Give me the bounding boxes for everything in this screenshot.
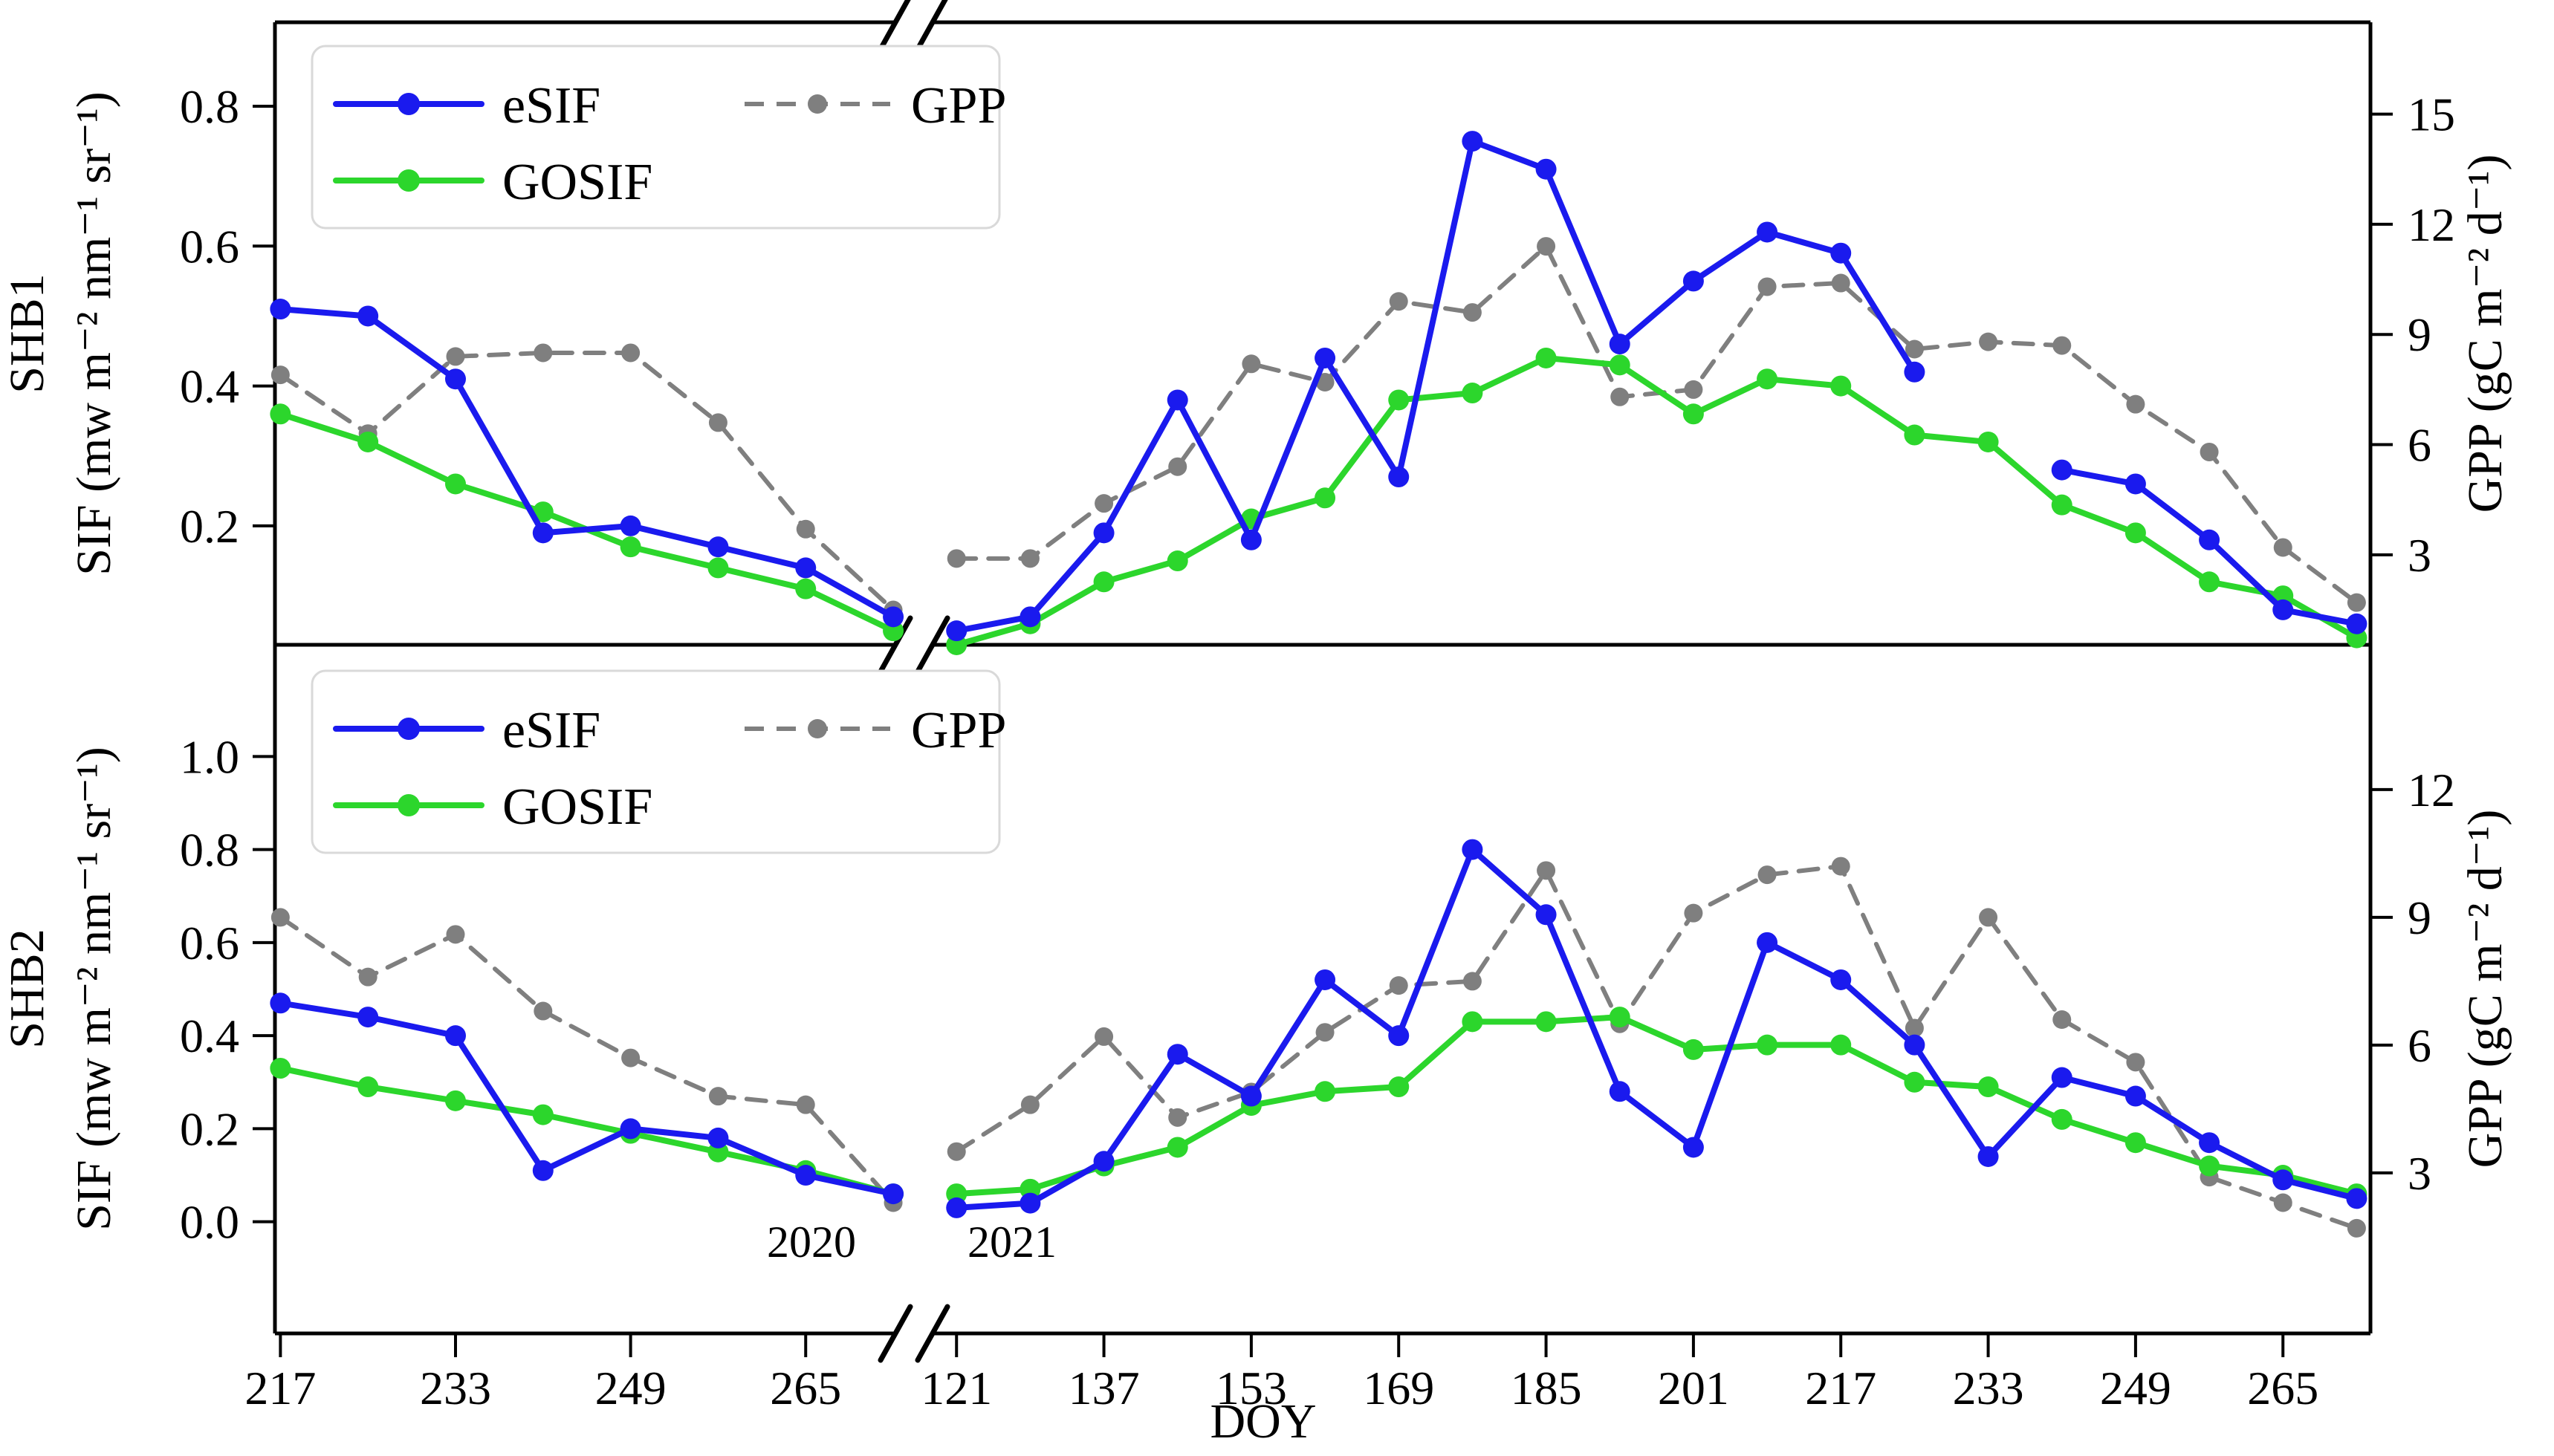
legend-label-esif-shb1: eSIF [502, 77, 600, 134]
tick-label: 3 [2408, 529, 2431, 582]
legend-label-gpp-shb2: GPP [911, 702, 1006, 759]
tick-label: 15 [2408, 88, 2455, 141]
gpp-line-shb2-2021 [947, 857, 2366, 1238]
year-label-2020: 2020 [767, 1218, 856, 1267]
y-ticks-shb1: 0.2 0.4 0.6 0.8 3 6 9 12 15 [180, 80, 2455, 582]
tick-label: 3 [2408, 1147, 2431, 1200]
legend-label-esif-shb2: eSIF [502, 702, 600, 759]
tick-label: 0.8 [180, 824, 239, 877]
tick-label: 201 [1658, 1362, 1729, 1414]
right-axis-title-shb2: GPP (gC m⁻² d⁻¹) [2458, 810, 2512, 1169]
panel-label-shb1: SHB1 [0, 273, 54, 393]
tick-label: 0.6 [180, 220, 239, 273]
panel-label-shb2: SHB2 [0, 929, 54, 1048]
x-ticks: 217 233 249 265 121 137 153 169 185 201 217 233 249 2… [244, 1333, 2318, 1414]
tick-label: 233 [1953, 1362, 2024, 1414]
axis-break-marks [878, 0, 950, 1363]
tick-label: 217 [1805, 1362, 1876, 1414]
x-axis-title: DOY [1210, 1394, 1317, 1449]
tick-label: 137 [1069, 1362, 1140, 1414]
esif-line-shb2-2021 [946, 839, 2367, 1218]
tick-label: 265 [2247, 1362, 2318, 1414]
legend-label-gpp-shb1: GPP [911, 77, 1006, 134]
tick-label: 1.0 [180, 730, 239, 783]
tick-label: 217 [244, 1362, 316, 1414]
tick-label: 121 [921, 1362, 992, 1414]
tick-label: 9 [2408, 891, 2431, 944]
tick-label: 0.2 [180, 1102, 239, 1155]
tick-label: 0.6 [180, 917, 239, 969]
tick-label: 12 [2408, 198, 2455, 251]
esif-line-shb2-2020 [270, 992, 904, 1205]
tick-label: 0.8 [180, 80, 239, 133]
tick-label: 233 [420, 1362, 491, 1414]
left-axis-title-shb2: SIF (mw m⁻² nm⁻¹ sr⁻¹) [67, 747, 121, 1231]
tick-label: 9 [2408, 308, 2431, 361]
tick-label: 6 [2408, 1019, 2431, 1072]
tick-label: 153 [1216, 1362, 1287, 1414]
gpp-line-shb1-2021 [947, 237, 2366, 612]
legend-label-gosif-shb1: GOSIF [502, 154, 652, 211]
left-axis-title-shb1: SIF (mw m⁻² nm⁻¹ sr⁻¹) [67, 91, 121, 576]
right-axis-title-shb1: GPP (gC m⁻² d⁻¹) [2458, 155, 2512, 513]
panel-shb2 [270, 839, 2367, 1238]
panel-shb1 [270, 131, 2367, 655]
tick-label: 0.4 [180, 1010, 239, 1062]
tick-label: 0.2 [180, 500, 239, 553]
tick-label: 169 [1363, 1362, 1434, 1414]
tick-label: 249 [595, 1362, 667, 1414]
legend-label-gosif-shb2: GOSIF [502, 779, 652, 836]
year-label-2021: 2021 [968, 1218, 1057, 1267]
tick-label: 265 [770, 1362, 841, 1414]
legend-shb1 [311, 45, 1001, 230]
tick-label: 12 [2408, 764, 2455, 816]
tick-label: 6 [2408, 419, 2431, 472]
esif-line-shb1-2021 [946, 131, 2367, 642]
legend-shb2 [311, 669, 1001, 854]
chart-render-root: 0.2 0.4 0.6 0.8 3 6 9 12 15 0.0 0.2 0.4 0.6 0.8 1.0 3 6 9… [180, 0, 2455, 1414]
esif-line-shb1-2020 [270, 299, 904, 628]
axes-spines [273, 20, 2373, 1336]
tick-label: 0.4 [180, 360, 239, 413]
tick-label: 249 [2100, 1362, 2171, 1414]
y-ticks-shb2: 0.0 0.2 0.4 0.6 0.8 1.0 3 6 9 12 [180, 730, 2455, 1248]
tick-label: 185 [1511, 1362, 1582, 1414]
tick-label: 0.0 [180, 1196, 239, 1249]
